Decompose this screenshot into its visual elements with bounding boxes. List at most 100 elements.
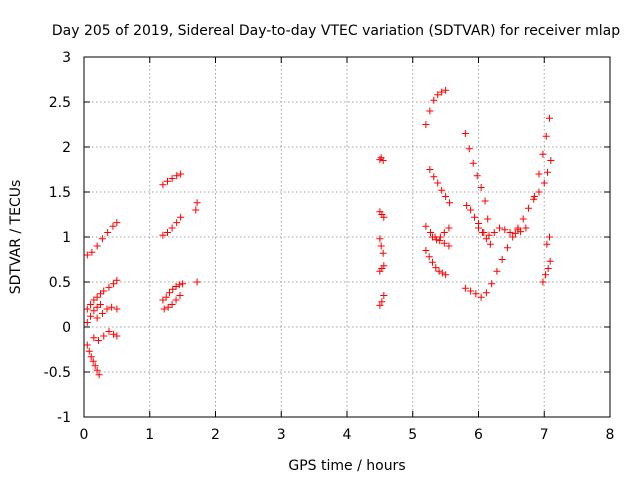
x-tick-label: 7: [540, 427, 549, 443]
data-point: [427, 229, 435, 236]
data-point: [90, 334, 98, 342]
data-point: [105, 328, 113, 335]
data-point: [442, 193, 450, 200]
data-point: [544, 168, 552, 176]
data-point: [461, 130, 469, 137]
data-point: [113, 276, 121, 284]
data-point: [442, 271, 450, 279]
data-point: [430, 96, 438, 104]
y-tick-label: 0: [62, 320, 71, 336]
data-point: [438, 269, 446, 277]
data-point: [83, 251, 91, 259]
data-point: [94, 337, 102, 344]
data-point: [484, 215, 492, 223]
data-point: [96, 301, 104, 308]
data-point: [440, 239, 448, 247]
data-point: [482, 289, 490, 297]
data-point: [517, 228, 525, 236]
data-point: [90, 307, 98, 315]
x-tick-label: 8: [606, 427, 615, 443]
x-axis-label: GPS time / hours: [288, 458, 405, 474]
x-tick-label: 5: [408, 427, 417, 443]
data-point: [175, 281, 183, 289]
data-point: [165, 289, 173, 297]
data-point: [472, 290, 480, 298]
y-tick-label: 2: [62, 140, 71, 156]
data-point: [539, 150, 547, 158]
data-point: [473, 172, 481, 180]
data-point: [376, 235, 384, 243]
data-point: [87, 312, 95, 320]
data-point: [177, 170, 185, 178]
x-tick-label: 2: [211, 427, 220, 443]
data-point: [463, 202, 471, 209]
data-point: [98, 310, 106, 317]
data-point: [110, 280, 118, 288]
data-point: [503, 244, 511, 252]
data-point: [379, 249, 387, 257]
data-point: [379, 157, 387, 164]
data-point: [164, 303, 172, 311]
data-point: [105, 283, 113, 291]
data-point: [465, 145, 473, 153]
data-point: [109, 222, 117, 230]
y-tick-label: 3: [62, 50, 71, 66]
x-tick-label: 4: [343, 427, 352, 443]
data-point: [110, 330, 118, 338]
data-point: [511, 229, 519, 237]
data-point: [159, 181, 167, 189]
data-point: [432, 236, 440, 244]
data-point: [192, 206, 200, 214]
data-point: [477, 184, 485, 191]
data-points: [83, 86, 555, 379]
data-point: [173, 219, 181, 227]
data-point: [522, 224, 530, 232]
data-point: [173, 172, 181, 180]
x-tick-label: 0: [80, 427, 89, 443]
data-point: [113, 219, 121, 227]
data-point: [546, 114, 554, 122]
y-tick-label: 1.5: [49, 185, 71, 201]
data-point: [83, 319, 91, 326]
data-point: [438, 88, 446, 96]
data-point: [164, 177, 172, 185]
data-point: [434, 179, 442, 187]
data-point: [482, 235, 490, 243]
data-point: [83, 341, 91, 349]
data-point: [193, 199, 201, 207]
data-point: [467, 206, 475, 214]
data-point: [91, 362, 99, 370]
x-tick-label: 6: [474, 427, 483, 443]
data-point: [544, 265, 552, 272]
data-point: [435, 267, 443, 275]
data-point: [378, 298, 386, 306]
data-point: [442, 86, 450, 94]
axis-ticks: 0 1 2 3 4 5 6 7 8 -1 -0.5 0 0.5 1 1.5 2 2.5 3: [44, 50, 615, 443]
data-point: [471, 213, 479, 221]
data-point: [380, 213, 388, 221]
data-point: [509, 233, 517, 241]
data-point: [535, 188, 543, 196]
data-point: [176, 292, 184, 299]
y-tick-label: -0.5: [44, 365, 71, 381]
data-point: [93, 366, 101, 374]
data-point: [488, 280, 496, 288]
data-point: [524, 204, 532, 212]
data-point: [100, 287, 108, 295]
data-point: [501, 226, 509, 234]
data-point: [547, 157, 555, 164]
y-tick-label: -1: [57, 410, 71, 426]
data-point: [485, 231, 493, 239]
data-point: [477, 293, 485, 301]
data-point: [83, 305, 91, 313]
data-point: [469, 159, 477, 167]
data-point: [514, 224, 522, 232]
data-point: [422, 222, 430, 230]
data-point: [85, 347, 93, 355]
data-point: [428, 258, 436, 266]
data-point: [426, 166, 434, 173]
data-point: [193, 278, 201, 286]
data-point: [168, 224, 176, 232]
data-point: [93, 314, 101, 322]
data-point: [546, 257, 554, 265]
